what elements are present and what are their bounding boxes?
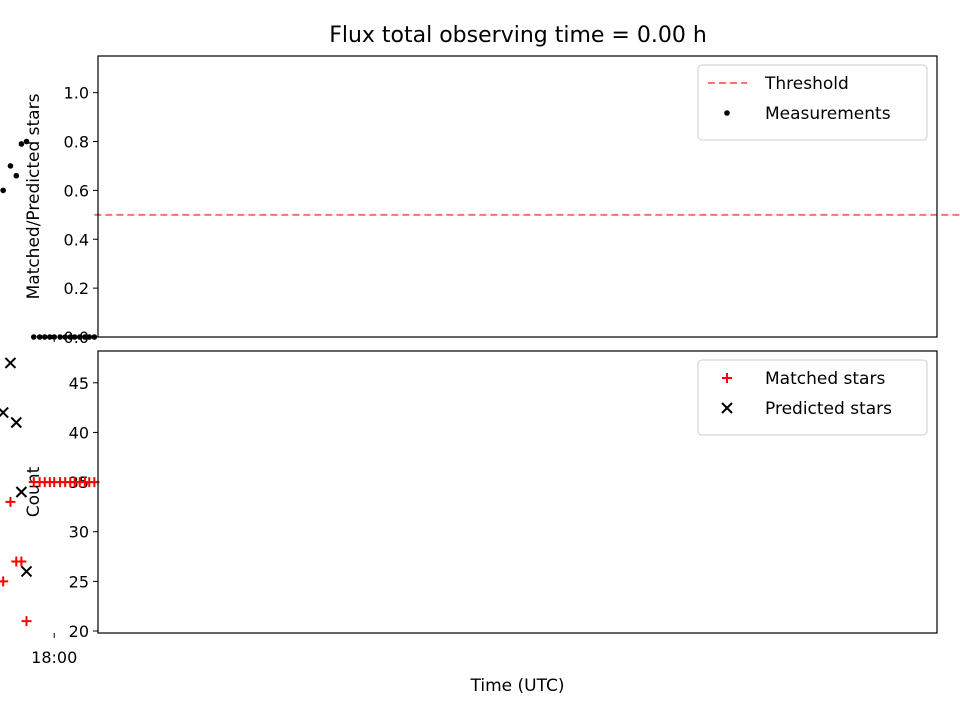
y-tick-label: 0.4: [64, 230, 89, 249]
legend-predicted-swatch: [721, 402, 733, 414]
plot-frame: [97, 350, 938, 634]
measurement-point: [62, 334, 68, 340]
legend-label: Measurements: [765, 104, 891, 124]
legend-box: [697, 359, 928, 436]
series-matched-stars: [0, 477, 100, 627]
y-tick-label: 30: [69, 523, 89, 542]
chart-title: Flux total observing time = 0.00 h: [329, 23, 707, 48]
matched-point: [28, 477, 39, 488]
predicted-point: [15, 486, 28, 498]
measurement-point: [67, 334, 74, 340]
measurement-point: [0, 187, 6, 194]
matched-point: [0, 576, 9, 587]
measurement-point: [91, 334, 98, 340]
y-tick-label: 20: [69, 622, 89, 641]
measurement-point: [71, 334, 78, 340]
series-predicted-stars: [0, 357, 33, 578]
measurement-point: [57, 334, 63, 340]
series-measurements: [0, 138, 98, 340]
predicted-point: [20, 565, 33, 578]
legend-label: Predicted stars: [765, 399, 892, 419]
legend-box: [697, 64, 928, 141]
y-axis-label: Matched/Predicted stars: [24, 93, 44, 299]
y-tick-label: 40: [69, 423, 89, 442]
legend: Matched stars Predicted stars: [697, 359, 928, 436]
measurement-point: [18, 141, 25, 147]
plot-frame: [97, 55, 938, 338]
measurement-point: [7, 163, 14, 169]
matched-point: [5, 496, 16, 507]
measurement-point: [30, 334, 37, 340]
x-tick-label: 18:00: [31, 648, 77, 667]
predicted-point: [10, 416, 22, 429]
legend-measurement-swatch: [724, 110, 730, 116]
y-tick-label: 45: [69, 374, 89, 393]
measurement-point: [51, 334, 58, 340]
measurement-point: [23, 138, 30, 145]
measurement-point: [41, 334, 48, 340]
measurement-point: [82, 334, 88, 340]
measurement-point: [13, 172, 20, 179]
measurement-point: [36, 334, 43, 340]
y-tick-label: 1.0: [64, 84, 89, 103]
y-tick-label: 0.6: [64, 181, 89, 200]
x-axis-label: Time (UTC): [470, 676, 565, 696]
legend-label: Matched stars: [765, 369, 885, 389]
y-tick-label: 0.2: [64, 279, 89, 298]
predicted-point: [0, 406, 9, 419]
measurement-point: [47, 334, 53, 340]
legend: Threshold Measurements: [697, 64, 928, 141]
legend-label: Threshold: [764, 74, 849, 94]
matched-point: [11, 556, 22, 567]
y-axis-label: Count: [24, 466, 44, 517]
y-tick-label: 25: [69, 572, 89, 591]
matched-point: [0, 580, 1, 583]
measurement-point: [76, 334, 83, 340]
measurement-point: [86, 334, 93, 340]
predicted-point: [4, 357, 17, 369]
panel-2: 20253035404518:0020:0022:0000:0002:0004:…: [0, 350, 938, 696]
y-tick-label: 0.8: [64, 133, 89, 152]
legend-matched-swatch: [722, 373, 732, 383]
matched-point: [21, 616, 32, 627]
